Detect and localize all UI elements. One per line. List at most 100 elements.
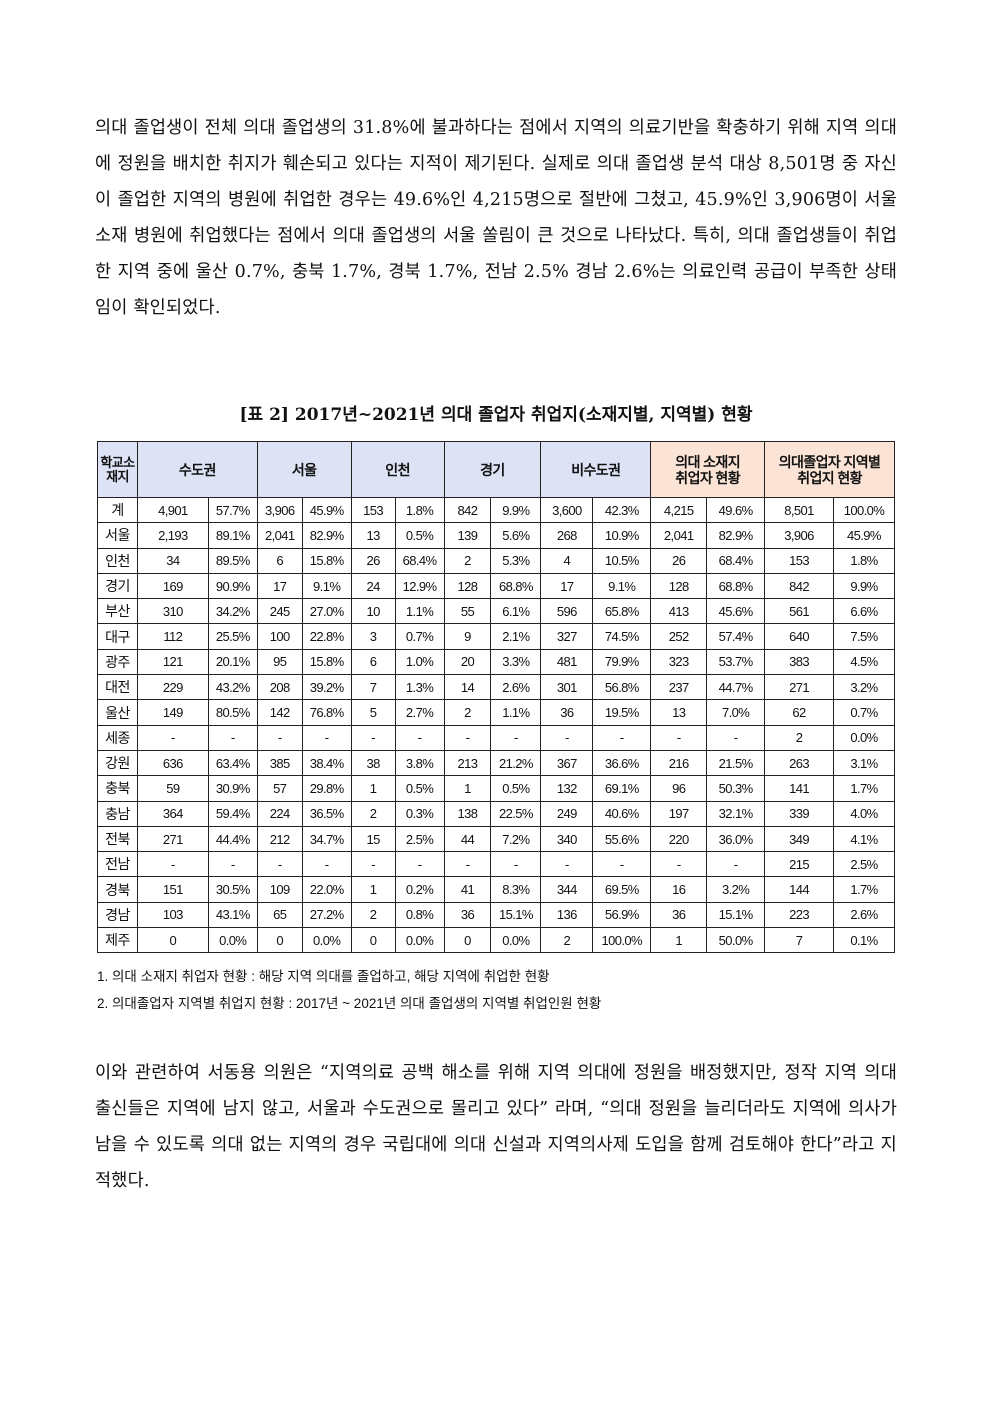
table-cell: 36.5% <box>301 800 352 827</box>
table-cell: 41 <box>443 876 492 903</box>
table-cell: 2,041 <box>256 522 303 549</box>
table-cell: 17 <box>256 572 303 600</box>
table-cell: 95 <box>256 648 303 676</box>
table-cell: 13 <box>350 522 396 549</box>
table-cell: 12.9% <box>394 572 445 600</box>
table-cell: 132 <box>540 775 594 802</box>
table-cell: - <box>256 724 303 751</box>
table-cell: 6.1% <box>490 598 542 625</box>
table-cell: 30.5% <box>207 876 258 903</box>
table-cell: 57.4% <box>706 623 766 650</box>
header-cell: 학교소재지 <box>97 441 138 498</box>
table-cell: 10.5% <box>592 547 652 574</box>
table-cell: 3 <box>350 623 396 650</box>
table-cell: 22.0% <box>301 876 352 903</box>
table-cell: - <box>301 851 352 878</box>
table-cell: 121 <box>136 648 209 676</box>
table-cell: 30.9% <box>207 775 258 802</box>
table-cell: 55.6% <box>592 825 652 853</box>
table-cell: 32.1% <box>706 800 766 827</box>
table-cell: 144 <box>764 876 834 903</box>
table-cell: 252 <box>650 623 708 650</box>
table-cell: 68.8% <box>490 572 542 600</box>
table-cell: 26 <box>650 547 708 574</box>
table-cell: - <box>136 851 209 878</box>
table-cell: 34.2% <box>207 598 258 625</box>
table-cell: 9.1% <box>592 572 652 600</box>
table-row: 광주 121 20.1% 95 15.8% 6 1.0% 20 3.3% 481 79.9% 323 5… <box>97 648 896 676</box>
header-cell: 의대졸업자 지역별 취업지 현황 <box>764 441 895 498</box>
table-cell: 224 <box>256 800 303 827</box>
table-cell: 25.5% <box>207 623 258 650</box>
table-cell: 65.8% <box>592 598 652 625</box>
table-cell: 249 <box>540 800 594 827</box>
table-cell: 0.0% <box>207 927 258 954</box>
table-cell: - <box>706 851 766 878</box>
table-cell: 212 <box>256 825 303 853</box>
table-cell: 344 <box>540 876 594 903</box>
table-cell: 44.7% <box>706 674 766 701</box>
table-cell: 3,600 <box>540 496 594 524</box>
table-cell: 49.6% <box>706 496 766 524</box>
table-cell: 3.2% <box>832 674 896 701</box>
table-cell: - <box>350 851 396 878</box>
table-cell: 13 <box>650 699 708 726</box>
table-cell: 4 <box>540 547 594 574</box>
table-cell: 44 <box>443 825 492 853</box>
table-cell: 8.3% <box>490 876 542 903</box>
table-cell: 16 <box>650 876 708 903</box>
table-cell: 842 <box>443 496 492 524</box>
table-cell: - <box>650 724 708 751</box>
table-cell: - <box>650 851 708 878</box>
table-cell: 68.8% <box>706 572 766 600</box>
table-cell: - <box>207 851 258 878</box>
table-cell: 323 <box>650 648 708 676</box>
row-label: 충남 <box>97 800 138 827</box>
table-cell: 43.2% <box>207 674 258 701</box>
table-title: [표 2] 2017년~2021년 의대 졸업자 취업지(소재지별, 지역별) … <box>239 405 753 425</box>
table-cell: 0.0% <box>832 724 896 751</box>
table-cell: 36 <box>443 901 492 929</box>
table-cell: 56.8% <box>592 674 652 701</box>
table-cell: 2 <box>443 547 492 574</box>
body-paragraph: 의대 졸업생이 전체 의대 졸업생의 31.8%에 불과하다는 점에서 지역의 … <box>95 118 897 318</box>
table-cell: 0.2% <box>394 876 445 903</box>
table-cell: 2.5% <box>394 825 445 853</box>
row-label: 서울 <box>97 522 138 549</box>
table-cell: 5.3% <box>490 547 542 574</box>
table-cell: 1 <box>443 775 492 802</box>
table-cell: 7 <box>764 927 834 954</box>
header-cell: 비수도권 <box>540 441 652 498</box>
table-row: 인천 34 89.5% 6 15.8% 26 68.4% 2 5.3% 4 10.5% 26 68.4%… <box>97 547 896 574</box>
table-cell: 0.0% <box>394 927 445 954</box>
table-cell: 7 <box>350 674 396 701</box>
table-cell: 82.9% <box>301 522 352 549</box>
table-cell: 89.1% <box>207 522 258 549</box>
table-cell: 96 <box>650 775 708 802</box>
table-cell: - <box>706 724 766 751</box>
table-row: 충남 364 59.4% 224 36.5% 2 0.3% 138 22.5% 249 40.6% 1… <box>97 800 896 827</box>
table-cell: 2,193 <box>136 522 209 549</box>
table-cell: - <box>301 724 352 751</box>
table-cell: 6 <box>350 648 396 676</box>
table-cell: 39.2% <box>301 674 352 701</box>
row-label: 광주 <box>97 648 138 676</box>
table-cell: 842 <box>764 572 834 600</box>
table-row: 계 4,901 57.7% 3,906 45.9% 153 1.8% 842 9.9% 3,600… <box>97 496 896 524</box>
table-cell: 69.1% <box>592 775 652 802</box>
table-cell: 3.1% <box>832 749 896 777</box>
table-cell: 2 <box>443 699 492 726</box>
table-cell: - <box>490 724 542 751</box>
table-cell: 349 <box>764 825 834 853</box>
table-cell: 5.6% <box>490 522 542 549</box>
table-cell: 153 <box>350 496 396 524</box>
table-cell: 4,901 <box>136 496 209 524</box>
table-cell: 3.8% <box>394 749 445 777</box>
table-cell: 50.0% <box>706 927 766 954</box>
table-cell: 19.5% <box>592 699 652 726</box>
table-cell: - <box>350 724 396 751</box>
table-cell: 68.4% <box>394 547 445 574</box>
table-row: 세종 - - - - - - - - - - - -2 0.0% <box>97 724 896 751</box>
table-cell: 3.2% <box>706 876 766 903</box>
table-cell: - <box>592 724 652 751</box>
